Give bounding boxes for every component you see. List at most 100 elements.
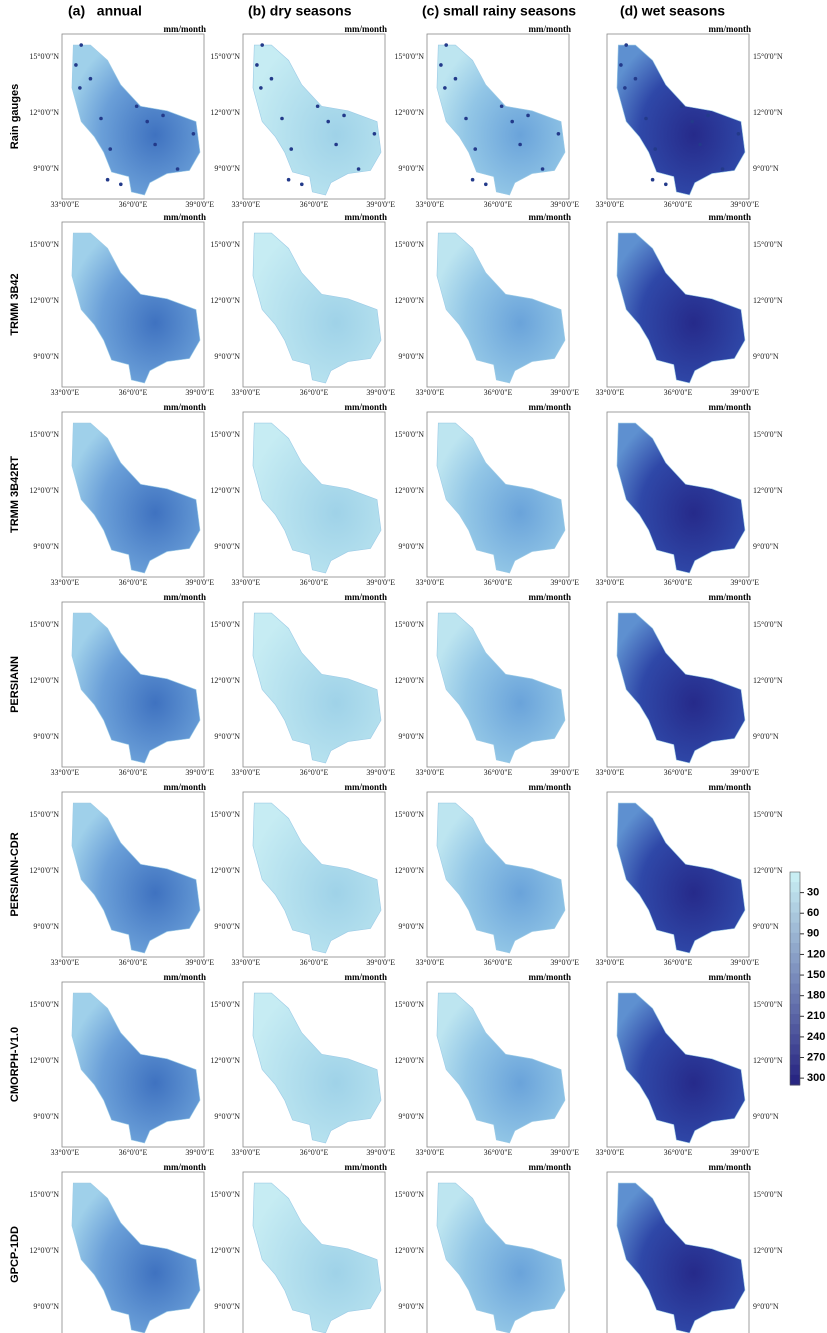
unit-label: mm/month (164, 1162, 207, 1172)
lat-tick-label: 15°0'0"N (210, 1190, 240, 1199)
unit-label: mm/month (164, 402, 207, 412)
row-label: PERSIANN (9, 656, 21, 713)
basin-map (436, 232, 566, 384)
lat-tick-label: 15°0'0"N (29, 52, 59, 61)
lon-tick-label: 33°0'0"E (595, 958, 624, 967)
lon-tick-label: 33°0'0"E (50, 768, 79, 777)
lat-tick-label: 15°0'0"N (394, 430, 424, 439)
map-frame (426, 1171, 570, 1333)
rain-gauge (191, 132, 196, 136)
basin-map (616, 1182, 746, 1333)
basin-map (436, 992, 566, 1144)
rain-gauge (473, 147, 478, 151)
unit-label: mm/month (709, 592, 752, 602)
lon-tick-label: 36°0'0"E (484, 388, 513, 397)
colorbar-tick-label: 210 (807, 1010, 825, 1022)
rain-gauge (736, 132, 741, 136)
lat-tick-label: 12°0'0"N (210, 676, 240, 685)
basin-map (616, 612, 746, 764)
basin-map (71, 992, 201, 1144)
column-title: (d) wet seasons (620, 3, 725, 19)
rain-gauge (443, 86, 447, 90)
lon-tick-label: 36°0'0"E (119, 1148, 148, 1157)
rain-gauge (439, 63, 443, 67)
lon-tick-label: 36°0'0"E (119, 578, 148, 587)
lat-tick-label: 15°0'0"N (210, 52, 240, 61)
map-frame (426, 601, 570, 768)
lat-tick-label: 9°0'0"N (214, 922, 240, 931)
rain-gauge (326, 119, 331, 124)
lat-tick-label: 12°0'0"N (29, 866, 59, 875)
basin-map (252, 422, 382, 574)
rain-gauge (464, 116, 468, 121)
lon-tick-label: 39°0'0"E (366, 578, 395, 587)
lon-tick-label: 36°0'0"E (484, 958, 513, 967)
colorbar-band (790, 983, 800, 995)
column-title: (a) annual (68, 3, 142, 19)
lon-tick-label: 33°0'0"E (595, 200, 624, 209)
lat-tick-label: 15°0'0"N (394, 810, 424, 819)
panels: Rain gauges mm/month 15°0'0"N 12°0'0"N 9°0'0… (9, 24, 783, 1333)
lat-tick-label: 12°0'0"N (210, 108, 240, 117)
basin-map (616, 422, 746, 574)
lon-tick-label: 33°0'0"E (231, 388, 260, 397)
lat-tick-label: 15°0'0"N (394, 1000, 424, 1009)
map-frame (426, 33, 570, 200)
basin-map (436, 44, 566, 196)
lat-tick-label: 15°0'0"N (210, 620, 240, 629)
lat-tick-label: 12°0'0"N (29, 296, 59, 305)
lat-tick-label: 15°0'0"N (29, 240, 59, 249)
rain-gauge (356, 167, 361, 171)
rain-gauge (342, 113, 346, 118)
lon-tick-label: 36°0'0"E (484, 768, 513, 777)
basin-map (616, 232, 746, 384)
unit-label: mm/month (709, 402, 752, 412)
lon-tick-label: 39°0'0"E (550, 958, 579, 967)
colorbar-band (790, 1044, 800, 1056)
lon-tick-label: 33°0'0"E (231, 958, 260, 967)
colorbar-tick-label: 150 (807, 969, 825, 981)
rain-gauge (334, 142, 338, 147)
map-frame (606, 33, 750, 200)
lat-tick-label: 9°0'0"N (398, 1302, 424, 1311)
map-frame (426, 791, 570, 958)
rain-gauge (153, 142, 157, 147)
basin-map (436, 802, 566, 954)
rain-gauge (470, 177, 475, 182)
unit-label: mm/month (164, 782, 207, 792)
rain-gauge (78, 86, 82, 90)
lat-tick-label: 12°0'0"N (29, 1056, 59, 1065)
lat-tick-label: 15°0'0"N (753, 620, 783, 629)
lat-tick-label: 12°0'0"N (29, 486, 59, 495)
map-frame (426, 411, 570, 578)
lon-tick-label: 36°0'0"E (300, 388, 329, 397)
lon-tick-label: 33°0'0"E (50, 388, 79, 397)
map-frame (61, 1171, 205, 1333)
rain-gauge (260, 43, 265, 47)
rain-gauge (644, 116, 648, 121)
lat-tick-label: 9°0'0"N (398, 922, 424, 931)
lat-tick-label: 15°0'0"N (394, 240, 424, 249)
lon-tick-label: 33°0'0"E (595, 388, 624, 397)
lat-tick-label: 9°0'0"N (214, 164, 240, 173)
unit-label: mm/month (345, 402, 388, 412)
lat-tick-label: 9°0'0"N (214, 542, 240, 551)
basin-map (252, 802, 382, 954)
lon-tick-label: 33°0'0"E (595, 1148, 624, 1157)
unit-label: mm/month (529, 402, 572, 412)
lon-tick-label: 36°0'0"E (664, 1148, 693, 1157)
rain-gauge (119, 182, 123, 187)
lon-tick-label: 36°0'0"E (300, 1148, 329, 1157)
lon-tick-label: 39°0'0"E (185, 388, 214, 397)
lat-tick-label: 9°0'0"N (33, 1302, 59, 1311)
lon-tick-label: 36°0'0"E (664, 578, 693, 587)
lat-tick-label: 15°0'0"N (29, 430, 59, 439)
unit-label: mm/month (529, 24, 572, 34)
lat-tick-label: 9°0'0"N (33, 542, 59, 551)
unit-label: mm/month (709, 212, 752, 222)
unit-label: mm/month (529, 782, 572, 792)
column-title: (b) dry seasons (248, 3, 352, 19)
unit-label: mm/month (709, 24, 752, 34)
lon-tick-label: 36°0'0"E (119, 958, 148, 967)
lon-tick-label: 33°0'0"E (415, 768, 444, 777)
